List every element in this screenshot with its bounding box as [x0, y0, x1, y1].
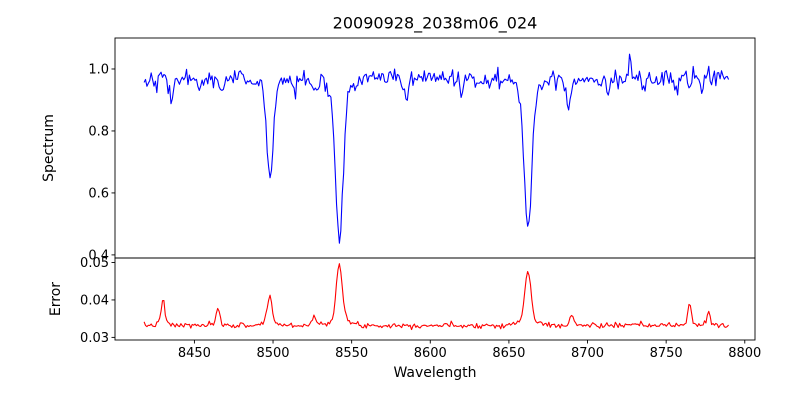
chart-title: 20090928_2038m06_024	[332, 13, 538, 33]
x-tick-label: 8600	[414, 346, 447, 361]
x-tick-label: 8750	[650, 346, 683, 361]
x-tick-label: 8550	[335, 346, 368, 361]
error-line	[143, 263, 729, 331]
x-tick-label: 8650	[492, 346, 525, 361]
y-tick-label: 0.04	[80, 293, 109, 308]
bottom-panel-spines	[114, 257, 756, 341]
x-tick-label: 8500	[256, 346, 289, 361]
y-tick-label: 0.05	[80, 256, 109, 271]
x-tick-label: 8800	[728, 346, 761, 361]
y-tick-label: 0.8	[88, 124, 109, 139]
x-tick-label: 8700	[571, 346, 604, 361]
y-axis-label-error: Error	[48, 281, 64, 317]
y-tick-label: 0.03	[80, 331, 109, 346]
y-tick-label: 0.6	[88, 186, 109, 201]
y-axis-label-spectrum: Spectrum	[41, 114, 57, 182]
top-panel-spines	[114, 37, 756, 259]
y-tick-label: 1.0	[88, 62, 109, 77]
y-tick-label: 0.4	[88, 248, 109, 263]
x-tick-label: 8450	[178, 346, 211, 361]
x-axis-label: Wavelength	[393, 365, 477, 381]
spectrum-line	[143, 53, 730, 244]
